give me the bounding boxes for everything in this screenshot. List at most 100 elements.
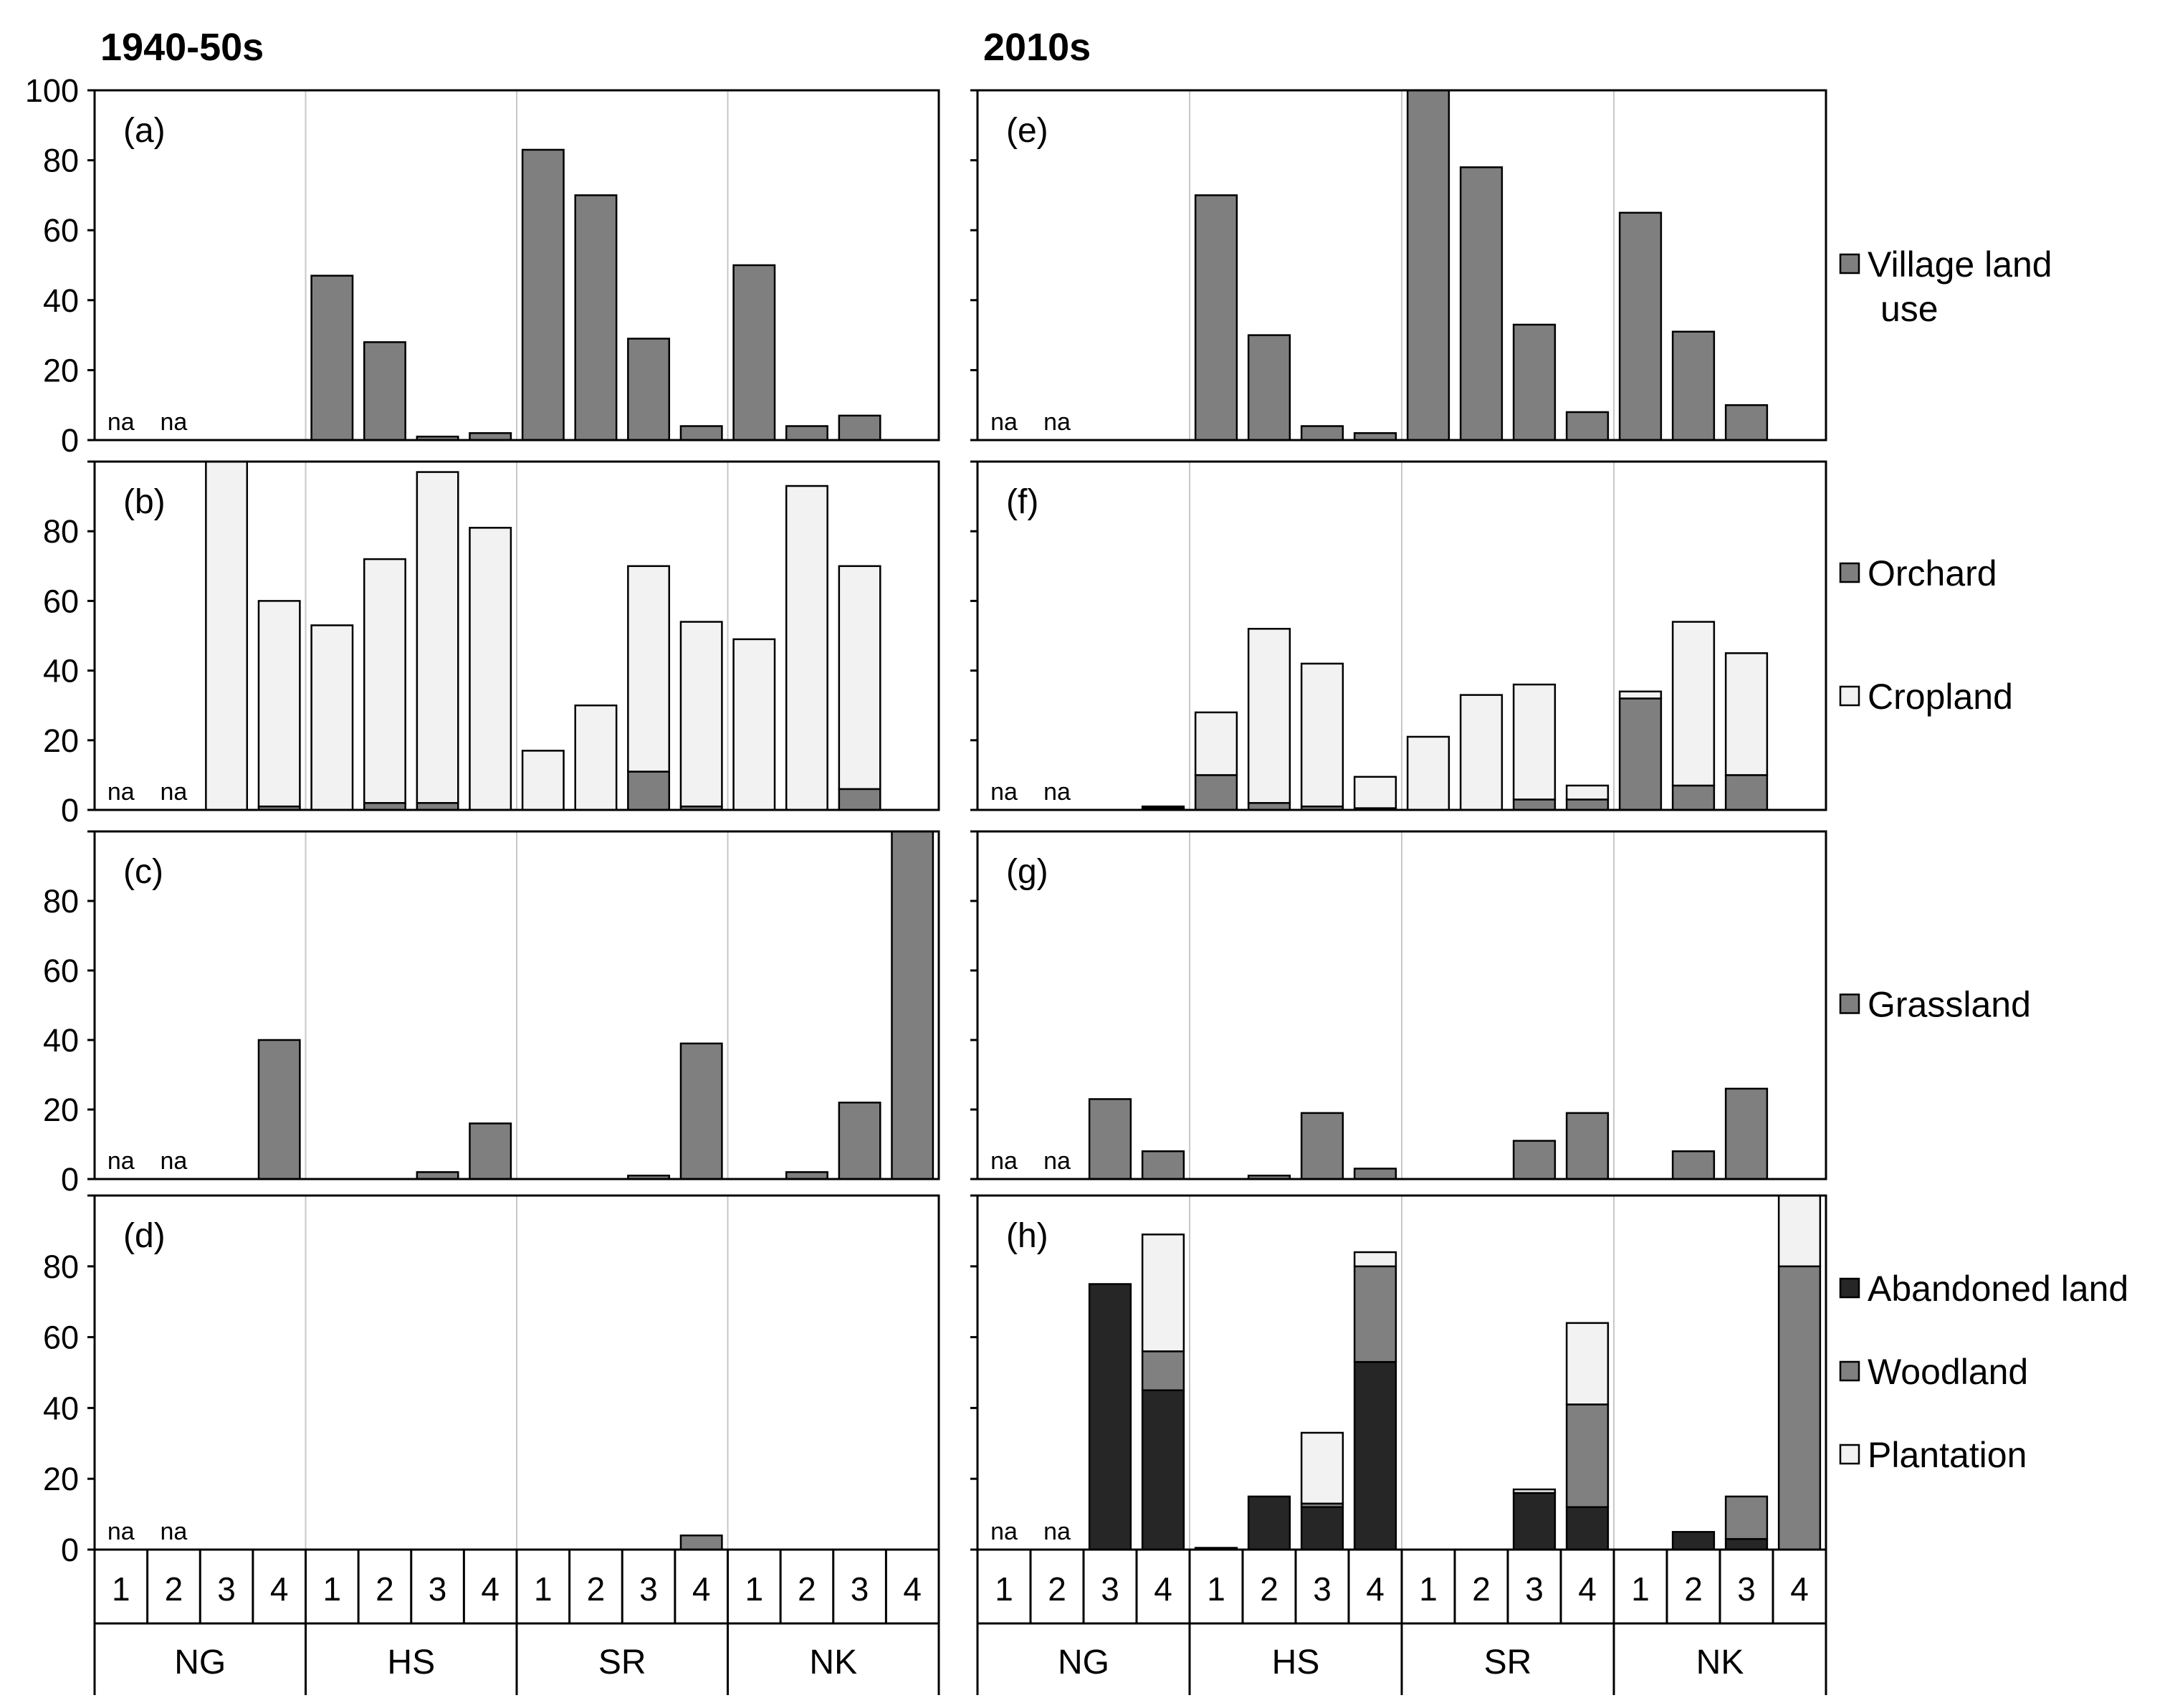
bar-village-land-use (521, 148, 565, 442)
bar-village-land-use (1724, 404, 1769, 442)
bar-village-land-use (1194, 194, 1238, 442)
bar-cropland (1459, 694, 1503, 811)
bar-village-land-use (838, 414, 881, 442)
bar-village-land-use (574, 194, 618, 442)
bar-grassland (1512, 1140, 1557, 1180)
bar-village-land-use (679, 425, 723, 442)
bar-plantation (1512, 1488, 1557, 1494)
na-label: na (1043, 1518, 1071, 1545)
na-label: na (107, 409, 135, 436)
y-tick-label: 80 (43, 883, 79, 920)
panel-frame (976, 89, 1827, 442)
bar-grassland (1088, 1098, 1132, 1180)
na-label: na (1043, 1148, 1071, 1175)
bar-village-land-use (627, 338, 671, 442)
bar-orchard (1671, 784, 1716, 811)
y-tick-label: 0 (61, 1161, 79, 1198)
legend-swatch (1839, 1360, 1860, 1382)
bar-abandoned-land (1353, 1360, 1397, 1551)
bar-abandoned-land (1141, 1389, 1185, 1551)
bar-cropland (363, 558, 406, 804)
bar-cropland (521, 750, 565, 811)
panel-label: (h) (1006, 1217, 1048, 1255)
bar-cropland (785, 485, 828, 811)
panel-frame (93, 460, 940, 811)
panel-label: (a) (123, 112, 166, 150)
bar-cropland (574, 704, 618, 811)
category-label: 3 (1525, 1570, 1544, 1608)
category-label: 2 (1684, 1570, 1703, 1608)
y-tick-label: 0 (61, 792, 79, 829)
category-label: 1 (112, 1570, 130, 1608)
legend-label: Cropland (1868, 677, 2013, 717)
na-label: na (1043, 409, 1071, 436)
bar-cropland (1724, 652, 1769, 776)
bar-woodland (1565, 1403, 1610, 1508)
bar-orchard (1565, 798, 1610, 811)
bar-cropland (838, 565, 881, 791)
category-label: 4 (270, 1570, 289, 1608)
legend-label: Grassland (1868, 985, 2031, 1025)
bar-grassland (1671, 1150, 1716, 1180)
bar-grassland (1141, 1150, 1185, 1180)
bar-orchard (1194, 774, 1238, 811)
category-label: 2 (165, 1570, 183, 1608)
panel-label: (g) (1006, 853, 1048, 891)
panel-frame (976, 460, 1827, 811)
bar-cropland (1353, 776, 1397, 809)
bar-orchard (1512, 798, 1557, 811)
group-label: NK (1696, 1643, 1744, 1681)
bar-cropland (1194, 711, 1238, 776)
panel-frame (976, 830, 1827, 1180)
na-label: na (161, 1518, 188, 1545)
panel-label: (b) (123, 483, 166, 521)
bar-cropland (1300, 662, 1344, 808)
category-label: 1 (323, 1570, 342, 1608)
bar-grassland (1724, 1087, 1769, 1180)
legend-label: Orchard (1868, 553, 1997, 593)
category-label: 1 (995, 1570, 1013, 1608)
bar-abandoned-land (1724, 1537, 1769, 1551)
panel-label: (f) (1006, 483, 1038, 521)
bar-village-land-use (1565, 411, 1610, 442)
category-label: 3 (1101, 1570, 1119, 1608)
bar-cropland (469, 527, 512, 811)
legend-label: Village land (1868, 244, 2052, 285)
legend-label: Plantation (1868, 1435, 2027, 1475)
na-label: na (1043, 778, 1071, 806)
bar-village-land-use (1247, 334, 1291, 442)
category-label: 4 (1366, 1570, 1385, 1608)
y-tick-label: 20 (43, 1461, 79, 1497)
column-title: 2010s (983, 26, 1091, 69)
category-label: 2 (1260, 1570, 1278, 1608)
bar-grassland (838, 1102, 881, 1180)
bar-orchard (1724, 774, 1769, 811)
category-label: 3 (639, 1570, 658, 1608)
bar-village-land-use (310, 275, 354, 442)
na-label: na (990, 778, 1018, 806)
panel-label: (c) (123, 853, 163, 891)
bar-village-land-use (1300, 425, 1344, 442)
bar-grassland (1300, 1112, 1344, 1180)
grid-layer (305, 90, 1615, 1550)
y-tick-label: 60 (43, 1320, 79, 1356)
bar-abandoned-land (1247, 1495, 1291, 1551)
group-label: SR (1484, 1643, 1532, 1681)
bar-orchard (838, 788, 881, 811)
category-label: 1 (1419, 1570, 1438, 1608)
na-label: na (990, 409, 1018, 436)
y-tick-label: 40 (43, 1022, 79, 1059)
bar-village-land-use (1618, 211, 1663, 442)
legend-label: Abandoned land (1868, 1269, 2128, 1309)
bar-grassland (257, 1039, 301, 1180)
bar-abandoned-land (1671, 1531, 1716, 1551)
panel-label: (d) (123, 1217, 166, 1255)
na-label: na (161, 778, 188, 806)
panel-label: (e) (1006, 112, 1048, 150)
category-label: 2 (376, 1570, 394, 1608)
bar-grassland (1565, 1112, 1610, 1180)
group-label: NK (809, 1643, 857, 1681)
bar-woodland (1141, 1350, 1185, 1391)
na-label: na (107, 778, 135, 806)
